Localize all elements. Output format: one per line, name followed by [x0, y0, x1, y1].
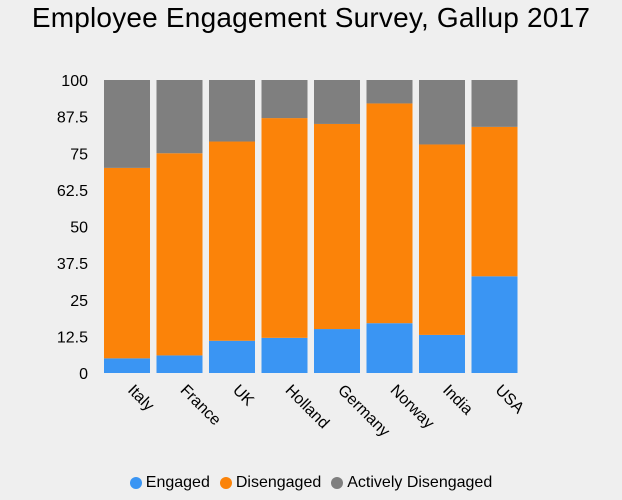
bar-segment-engaged — [314, 329, 360, 373]
y-tick-label: 50 — [70, 220, 88, 237]
y-tick-label: 25 — [70, 293, 88, 310]
y-tick-label: 75 — [70, 146, 88, 163]
bar-segment-actively-disengaged — [471, 80, 518, 127]
bar-segment-engaged — [419, 334, 465, 373]
x-tick-label: Norway — [387, 382, 437, 432]
chart-legend: Engaged Disengaged Actively Disengaged — [0, 474, 622, 492]
legend-marker — [331, 477, 344, 489]
x-tick-label: Italy — [124, 382, 157, 415]
chart-title: Employee Engagement Survey, Gallup 2017 — [31, 2, 591, 33]
bar-segment-disengaged — [156, 153, 203, 356]
bar-segment-disengaged — [366, 103, 413, 324]
x-tick-label: UK — [229, 382, 257, 410]
bar-segment-disengaged — [471, 126, 518, 277]
y-tick-label: 87.5 — [57, 110, 88, 127]
bar-segment-engaged — [261, 337, 308, 373]
y-tick-label: 37.5 — [57, 256, 88, 273]
bar-segment-engaged — [104, 358, 150, 373]
legend-marker — [219, 477, 232, 489]
bar-segment-disengaged — [419, 144, 465, 335]
y-tick-label: 100 — [61, 73, 88, 90]
legend-label: Engaged — [145, 474, 210, 491]
legend-item: Disengaged — [219, 474, 322, 492]
bar-segment-actively-disengaged — [314, 80, 360, 124]
bar-segment-disengaged — [104, 167, 150, 359]
bar-segment-engaged — [209, 340, 255, 373]
bar-segment-engaged — [366, 323, 413, 373]
legend-label: Actively Disengaged — [347, 474, 493, 491]
bar-segment-disengaged — [261, 118, 308, 338]
y-tick-label: 62.5 — [57, 183, 88, 200]
bar-segment-disengaged — [209, 141, 255, 341]
x-tick-label: France — [177, 382, 224, 429]
bar-segment-engaged — [156, 355, 203, 373]
x-tick-label: USA — [492, 382, 528, 418]
x-tick-label: Germany — [334, 382, 393, 441]
bar-segment-actively-disengaged — [419, 80, 465, 145]
legend-item: Actively Disengaged — [331, 474, 492, 492]
bar-segment-actively-disengaged — [209, 80, 255, 142]
y-tick-label: 0 — [79, 366, 88, 383]
bar-segment-actively-disengaged — [261, 80, 308, 119]
x-tick-label: Holland — [282, 382, 332, 432]
bar-segment-disengaged — [314, 123, 360, 330]
legend-marker — [129, 477, 142, 489]
legend-label: Disengaged — [235, 474, 322, 491]
legend-item: Engaged — [129, 474, 210, 492]
x-tick-label: India — [439, 382, 476, 419]
bar-segment-actively-disengaged — [156, 80, 203, 154]
bar-segment-actively-disengaged — [366, 80, 413, 104]
bar-segment-actively-disengaged — [104, 80, 150, 168]
y-tick-label: 12.5 — [57, 329, 88, 346]
bar-segment-engaged — [471, 276, 518, 373]
chart-plot-area: 0 12.5 25 37.5 50 62.5 75 87.5 100 Italy France UK H… — [57, 73, 528, 441]
